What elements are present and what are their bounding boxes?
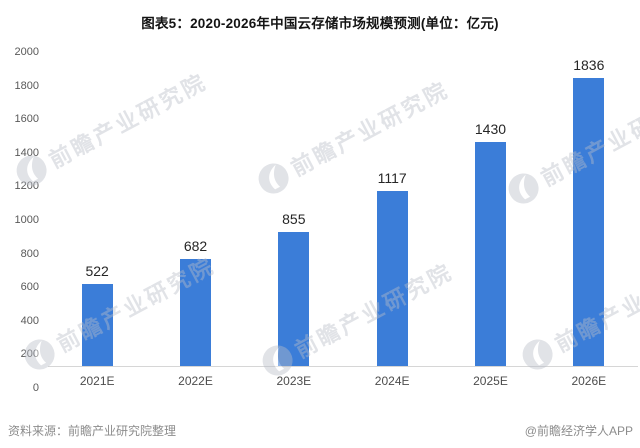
y-axis: 2000 1800 1600 1400 1200 1000 800 600 400 200 0 bbox=[0, 46, 48, 394]
bar-group: 1430 bbox=[441, 52, 539, 366]
credit-note: @前瞻经济学人APP bbox=[524, 424, 633, 438]
bar-2021E bbox=[81, 284, 113, 366]
plot-wrap: 522 682 855 1117 1430 1836 2021E 2022E 2023E 202… bbox=[48, 52, 638, 388]
bar-group: 1836 bbox=[540, 52, 638, 366]
footer: 资料来源：前瞻产业研究院整理 @前瞻经济学人APP bbox=[8, 422, 633, 439]
bar-2026E bbox=[573, 77, 605, 366]
bar-group: 1117 bbox=[343, 52, 441, 366]
bar-group: 682 bbox=[146, 52, 244, 366]
y-tick-label: 800 bbox=[20, 247, 39, 260]
y-tick-label: 1800 bbox=[14, 79, 39, 92]
bar-value-label: 1117 bbox=[377, 169, 407, 186]
x-tick-label: 2023E bbox=[276, 374, 312, 388]
x-tick-label: 2024E bbox=[374, 374, 410, 388]
y-tick-label: 2000 bbox=[14, 46, 39, 58]
bar-value-label: 522 bbox=[85, 263, 109, 280]
bar-value-label: 1430 bbox=[474, 120, 507, 137]
source-note: 资料来源：前瞻产业研究院整理 bbox=[8, 424, 177, 438]
y-tick-label: 200 bbox=[20, 348, 39, 361]
bar-2022E bbox=[179, 258, 211, 366]
bar-chart: 2000 1800 1600 1400 1200 1000 800 600 400 200 0 52… bbox=[0, 46, 638, 394]
x-tick-label: 2022E bbox=[178, 374, 213, 388]
bar-value-label: 682 bbox=[183, 237, 208, 254]
plot-area: 522 682 855 1117 1430 1836 bbox=[48, 52, 638, 367]
x-tick-label: 2021E bbox=[79, 374, 115, 388]
bar-2023E bbox=[278, 231, 310, 366]
x-tick-label: 2026E bbox=[571, 374, 607, 388]
y-tick-label: 1400 bbox=[14, 146, 39, 159]
x-axis: 2021E 2022E 2023E 2024E 2025E 2026E bbox=[48, 374, 638, 388]
bar-value-label: 855 bbox=[282, 210, 306, 227]
bar-group: 855 bbox=[245, 52, 343, 366]
x-tick-label: 2025E bbox=[473, 374, 508, 388]
bar-value-label: 1836 bbox=[573, 56, 605, 73]
y-tick-label: 600 bbox=[20, 281, 39, 294]
bar-2025E bbox=[474, 141, 506, 366]
y-tick-label: 400 bbox=[20, 314, 39, 327]
bar-group: 522 bbox=[48, 52, 146, 366]
y-tick-label: 0 bbox=[32, 382, 39, 394]
y-tick-label: 1600 bbox=[14, 113, 39, 126]
chart-title: 图表5：2020-2026年中国云存储市场规模预测(单位：亿元) bbox=[141, 16, 499, 31]
bar-2024E bbox=[376, 190, 408, 366]
y-tick-label: 1000 bbox=[14, 214, 39, 226]
y-tick-label: 1200 bbox=[14, 180, 39, 193]
